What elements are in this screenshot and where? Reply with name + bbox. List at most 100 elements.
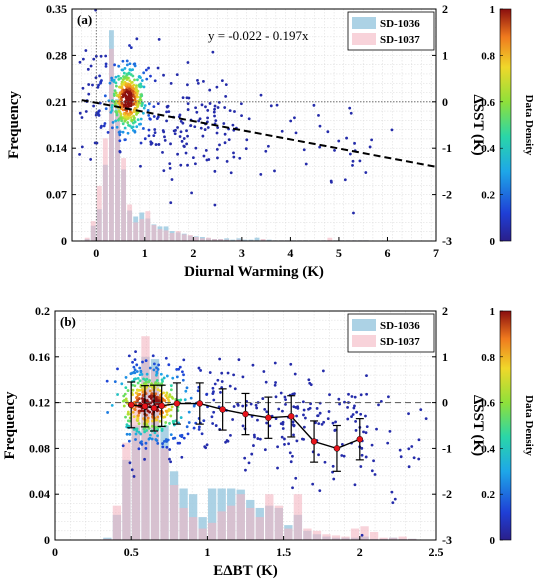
scatter-point xyxy=(268,424,272,428)
mean-point xyxy=(173,400,181,407)
scatter-point xyxy=(417,457,421,461)
scatter-point xyxy=(274,395,278,399)
bar-sd-1037 xyxy=(121,158,126,241)
scatter-point xyxy=(279,422,283,426)
panel-b-xlabel: EΔBT (K) xyxy=(213,563,278,579)
scatter-point xyxy=(139,117,143,121)
scatter-point xyxy=(237,358,241,362)
scatter-point xyxy=(165,119,168,123)
scatter-point xyxy=(212,110,216,114)
scatter-point xyxy=(161,150,164,154)
scatter-point xyxy=(122,93,126,97)
scatter-point xyxy=(127,71,131,75)
scatter-point xyxy=(80,145,84,149)
scatter-point xyxy=(155,379,159,382)
scatter-point xyxy=(146,409,150,413)
scatter-point xyxy=(353,395,357,399)
scatter-point xyxy=(154,392,158,396)
scatter-point xyxy=(295,414,298,418)
scatter-point xyxy=(150,424,154,428)
mean-point xyxy=(265,414,272,421)
scatter-point xyxy=(331,464,335,468)
scatter-point xyxy=(277,407,281,411)
scatter-point xyxy=(122,82,125,86)
y-right-tick-label: 1 xyxy=(442,48,448,62)
scatter-point xyxy=(153,431,157,435)
scatter-point xyxy=(241,404,245,408)
scatter-point xyxy=(208,88,212,92)
scatter-point xyxy=(110,76,114,80)
scatter-point xyxy=(273,383,277,387)
scatter-point xyxy=(153,128,157,131)
scatter-point xyxy=(177,367,181,371)
scatter-point xyxy=(205,443,209,447)
scatter-point xyxy=(173,132,177,136)
scatter-point xyxy=(331,421,335,425)
scatter-point xyxy=(135,125,139,129)
scatter-point xyxy=(171,376,175,380)
panel-a-scatter xyxy=(78,8,394,215)
scatter-point xyxy=(301,400,305,404)
x-tick-label: 0 xyxy=(52,545,58,559)
scatter-point xyxy=(233,110,236,113)
scatter-point xyxy=(150,392,154,396)
scatter-point xyxy=(164,356,168,360)
scatter-point xyxy=(161,445,165,449)
scatter-point xyxy=(126,410,130,414)
scatter-point xyxy=(372,459,375,463)
panel-a-xlabel: Diurnal Warming (K) xyxy=(184,264,324,280)
colorbar-tick-label: 0 xyxy=(490,535,496,547)
scatter-point xyxy=(289,460,293,464)
scatter-point xyxy=(322,420,326,424)
scatter-point xyxy=(162,439,166,443)
scatter-point xyxy=(360,533,364,537)
scatter-point xyxy=(223,141,227,145)
scatter-point xyxy=(129,110,132,114)
bar-sd-1037 xyxy=(139,219,145,241)
scatter-point xyxy=(124,100,128,104)
scatter-point xyxy=(117,64,121,68)
scatter-point xyxy=(155,117,159,121)
scatter-point xyxy=(134,350,137,354)
scatter-point xyxy=(143,430,147,434)
scatter-point xyxy=(150,437,154,441)
scatter-point xyxy=(143,137,147,141)
bar-sd-1037 xyxy=(122,442,131,540)
scatter-point xyxy=(185,142,189,146)
scatter-point xyxy=(161,442,164,445)
mean-point xyxy=(196,400,204,407)
scatter-point xyxy=(157,143,161,146)
scatter-point xyxy=(326,130,330,134)
scatter-point xyxy=(174,128,177,132)
scatter-point xyxy=(165,374,169,378)
scatter-point xyxy=(179,130,183,134)
mean-point xyxy=(141,403,149,410)
scatter-point xyxy=(166,398,170,401)
panel-a-label: (a) xyxy=(77,12,92,27)
scatter-point xyxy=(119,117,123,120)
scatter-point xyxy=(133,116,136,120)
y-right-tick-label: 0 xyxy=(442,396,448,410)
scatter-point xyxy=(216,106,220,109)
scatter-point xyxy=(146,416,150,420)
scatter-point xyxy=(388,430,392,433)
x-tick-label: 6 xyxy=(384,246,390,260)
legend-swatch-sd-1037 xyxy=(352,33,376,45)
scatter-point xyxy=(128,44,131,47)
scatter-point xyxy=(132,428,136,431)
scatter-point xyxy=(155,418,159,422)
x-tick-label: 2 xyxy=(357,545,363,559)
scatter-point xyxy=(140,409,143,413)
scatter-point xyxy=(354,428,358,432)
scatter-point xyxy=(153,131,157,134)
scatter-point xyxy=(169,81,173,85)
scatter-point xyxy=(97,113,101,117)
scatter-point xyxy=(138,98,142,102)
panel-b-ylabel-right: ΔSST (K) xyxy=(470,395,486,456)
panel-a-lines xyxy=(72,9,437,241)
y-tick-label: 0.07 xyxy=(46,188,67,202)
scatter-point xyxy=(192,426,196,430)
bar-sd-1037 xyxy=(224,239,230,241)
scatter-point xyxy=(169,201,173,205)
scatter-point xyxy=(180,435,184,439)
